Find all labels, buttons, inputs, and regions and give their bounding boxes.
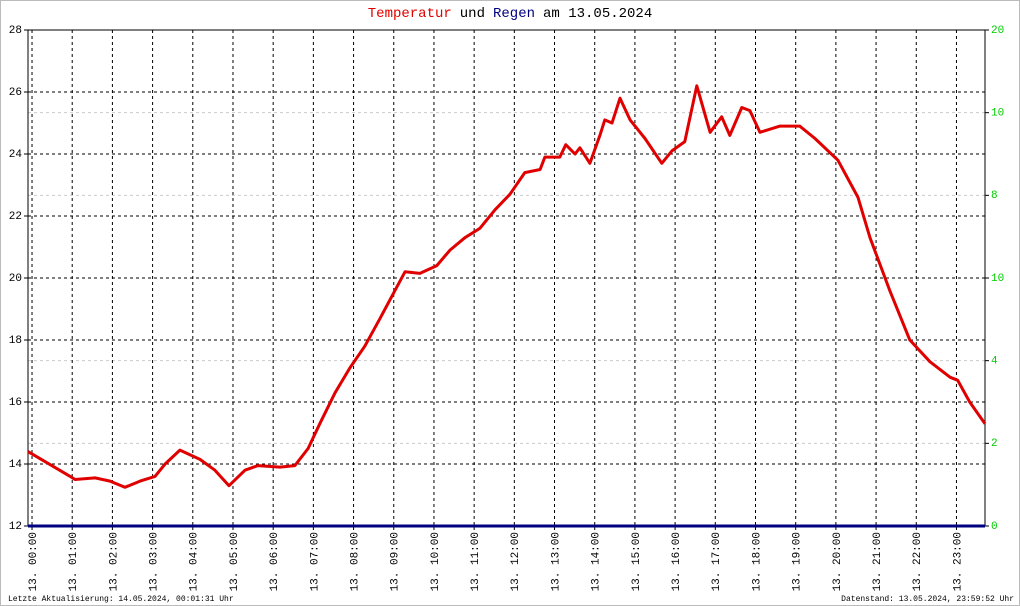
x-tick-label: 13. 23:00 bbox=[952, 532, 964, 591]
title-text: und bbox=[460, 6, 485, 22]
y2-tick-label: 0 bbox=[991, 521, 998, 533]
x-tick-label: 13. 22:00 bbox=[912, 532, 924, 591]
x-tick-label: 13. 00:00 bbox=[28, 532, 40, 591]
footer-left: Letzte Aktualisierung: 14.05.2024, 00:01… bbox=[8, 595, 234, 604]
title-text: am 13.05.2024 bbox=[543, 6, 652, 22]
y2-tick-label: 2 bbox=[991, 438, 998, 450]
y2-tick-label: 20 bbox=[991, 25, 1004, 37]
x-tick-label: 13. 21:00 bbox=[872, 532, 884, 591]
title-series-1: Temperatur bbox=[368, 6, 452, 22]
x-tick-label: 13. 17:00 bbox=[711, 532, 723, 591]
x-tick-label: 13. 09:00 bbox=[390, 532, 402, 591]
y-tick-label: 22 bbox=[9, 211, 22, 223]
x-tick-label: 13. 01:00 bbox=[68, 532, 80, 591]
x-tick-label: 13. 06:00 bbox=[269, 532, 281, 591]
y-tick-label: 12 bbox=[9, 521, 22, 533]
y-tick-label: 26 bbox=[9, 87, 22, 99]
y-tick-label: 20 bbox=[9, 273, 22, 285]
x-tick-label: 13. 15:00 bbox=[631, 532, 643, 591]
x-tick-label: 13. 14:00 bbox=[591, 532, 603, 591]
title-series-2: Regen bbox=[493, 6, 535, 22]
x-tick-label: 13. 20:00 bbox=[832, 532, 844, 591]
y-tick-label: 18 bbox=[9, 335, 22, 347]
x-tick-label: 13. 18:00 bbox=[751, 532, 763, 591]
y-tick-label: 16 bbox=[9, 397, 22, 409]
y2-tick-label: 10 bbox=[991, 273, 1004, 285]
x-tick-label: 13. 08:00 bbox=[349, 532, 361, 591]
y-tick-label: 14 bbox=[9, 459, 23, 471]
x-tick-label: 13. 12:00 bbox=[510, 532, 522, 591]
x-tick-label: 13. 05:00 bbox=[229, 532, 241, 591]
x-tick-label: 13. 07:00 bbox=[309, 532, 321, 591]
x-tick-label: 13. 19:00 bbox=[792, 532, 804, 591]
series-line bbox=[27, 84, 987, 489]
y2-tick-label: 10 bbox=[991, 108, 1004, 120]
x-tick-label: 13. 02:00 bbox=[108, 532, 120, 591]
x-tick-label: 13. 10:00 bbox=[430, 532, 442, 591]
chart-title: Temperatur und Regen am 13.05.2024 bbox=[368, 6, 652, 22]
x-tick-label: 13. 16:00 bbox=[671, 532, 683, 591]
x-tick-label: 13. 13:00 bbox=[550, 532, 562, 591]
y2-tick-label: 8 bbox=[991, 190, 998, 202]
y2-tick-label: 4 bbox=[991, 356, 998, 368]
x-tick-label: 13. 03:00 bbox=[149, 532, 161, 591]
y-tick-label: 28 bbox=[9, 25, 22, 37]
y-tick-label: 24 bbox=[9, 149, 23, 161]
x-tick-label: 13. 04:00 bbox=[189, 532, 201, 591]
footer-right: Datenstand: 13.05.2024, 23:59:52 Uhr bbox=[841, 595, 1014, 604]
x-tick-label: 13. 11:00 bbox=[470, 532, 482, 591]
